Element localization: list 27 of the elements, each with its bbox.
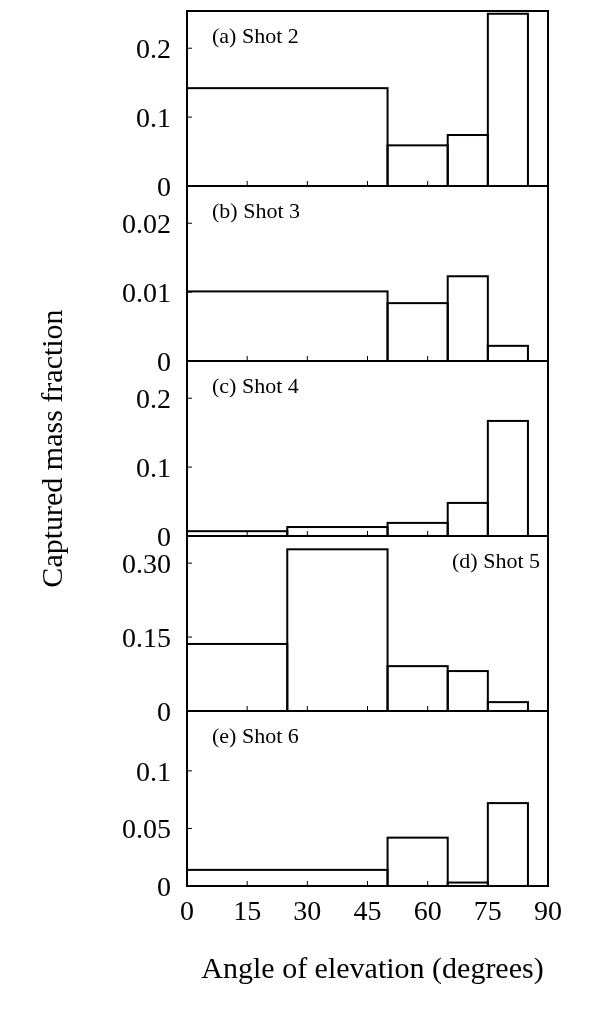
y-tick-label: 0.01 (122, 276, 171, 308)
y-tick-label: 0 (157, 695, 171, 727)
y-tick-label: 0.1 (136, 451, 171, 483)
x-tick-label: 0 (180, 895, 194, 926)
text: (c) Shot 4 (212, 373, 299, 398)
x-tick-label: 60 (413, 895, 442, 926)
y-tick-label: 0.15 (122, 621, 171, 653)
x-tick-label: 90 (534, 895, 562, 926)
y-tick-label: 0 (157, 870, 171, 902)
text: (a) Shot 2 (212, 23, 299, 48)
text: (d) Shot 5 (452, 548, 540, 573)
x-axis-title: Angle of elevation (degrees) (201, 951, 544, 985)
y-tick-label: 0 (157, 170, 171, 202)
y-tick-label: 0.05 (122, 813, 171, 845)
x-tick-label: 75 (473, 895, 502, 926)
y-axis-title: Captured mass fraction (35, 309, 68, 588)
y-tick-label: 0.1 (136, 755, 171, 787)
text: (e) Shot 6 (212, 723, 299, 748)
y-tick-label: 0 (157, 345, 171, 377)
x-tick-label: 15 (233, 895, 262, 926)
y-tick-label: 0.1 (136, 101, 171, 133)
y-tick-label: 0.2 (136, 33, 171, 64)
y-tick-label: 0.2 (136, 383, 171, 414)
x-tick-label: 45 (353, 895, 382, 926)
x-tick-label: 30 (293, 895, 322, 926)
text: (b) Shot 3 (212, 198, 300, 223)
y-tick-label: 0.02 (122, 208, 171, 239)
